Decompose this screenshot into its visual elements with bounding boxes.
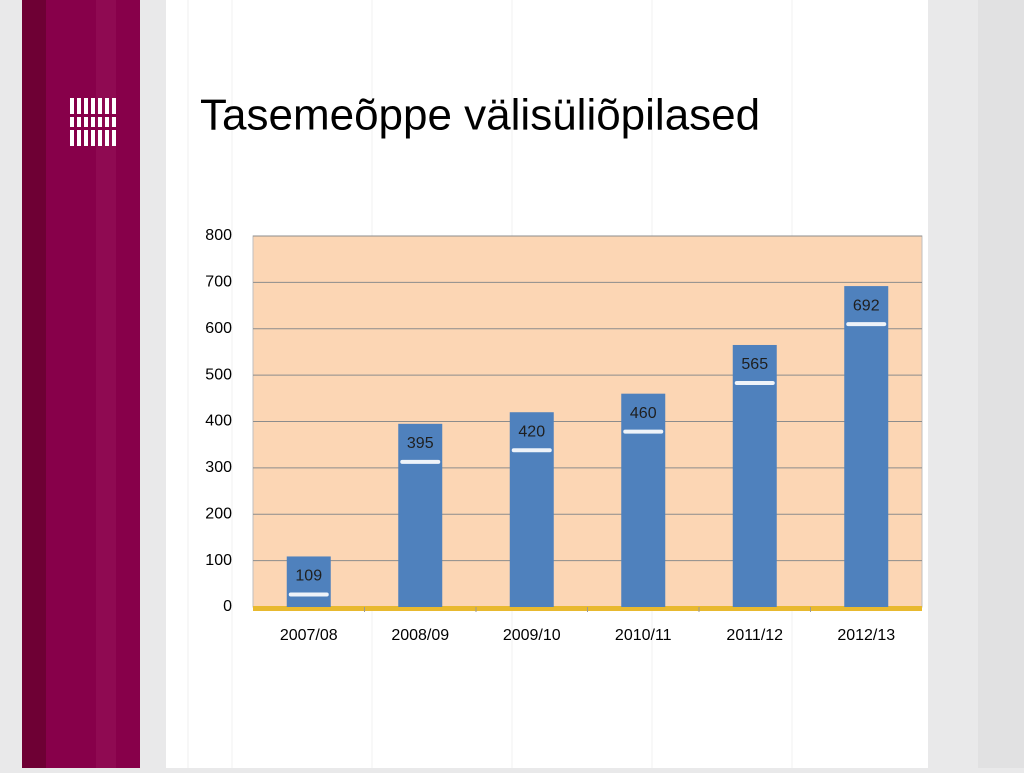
y-tick-label: 400 bbox=[205, 413, 232, 430]
bar-highlight bbox=[288, 592, 329, 597]
y-tick-label: 600 bbox=[205, 320, 232, 337]
data-label: 692 bbox=[853, 297, 880, 314]
data-label: 395 bbox=[407, 435, 434, 452]
y-tick-label: 500 bbox=[205, 366, 232, 383]
right-band bbox=[978, 0, 1024, 768]
x-tick-label: 2011/12 bbox=[726, 627, 783, 644]
bar-highlight bbox=[846, 322, 887, 327]
y-tick-label: 100 bbox=[205, 552, 232, 569]
bar-highlight bbox=[400, 459, 441, 464]
y-tick-label: 300 bbox=[205, 459, 232, 476]
y-tick-label: 800 bbox=[205, 227, 232, 244]
bar-highlight bbox=[623, 429, 664, 434]
stripe-dark bbox=[22, 0, 46, 768]
bar bbox=[732, 344, 777, 607]
bar-highlight bbox=[734, 380, 775, 385]
stripe-light bbox=[96, 0, 116, 768]
y-tick-label: 200 bbox=[205, 505, 232, 522]
x-tick-label: 2007/08 bbox=[280, 627, 338, 644]
data-label: 420 bbox=[518, 423, 545, 440]
bar bbox=[621, 393, 666, 607]
x-tick-label: 2008/09 bbox=[391, 627, 449, 644]
y-tick-label: 0 bbox=[223, 598, 232, 615]
bar-highlight bbox=[511, 448, 552, 453]
x-tick-label: 2012/13 bbox=[837, 627, 895, 644]
x-tick-label: 2010/11 bbox=[615, 627, 672, 644]
y-tick-label: 700 bbox=[205, 274, 232, 291]
data-label: 109 bbox=[295, 568, 322, 585]
logo bbox=[70, 98, 116, 146]
data-label: 565 bbox=[741, 356, 768, 373]
x-tick-label: 2009/10 bbox=[503, 627, 561, 644]
bar bbox=[286, 556, 331, 607]
slide-title: Tasemeõppe välisüliõpilased bbox=[200, 91, 760, 140]
bar bbox=[509, 412, 554, 607]
chart: 0 100 200 300 400 500 600 700 800 2007/08 109 2008/… bbox=[205, 227, 923, 644]
bar bbox=[398, 423, 443, 607]
bar bbox=[844, 286, 889, 607]
data-label: 460 bbox=[630, 405, 657, 422]
